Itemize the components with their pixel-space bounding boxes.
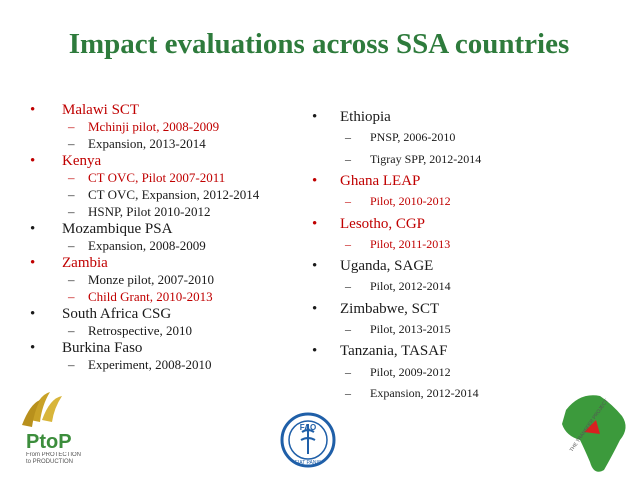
slide-title: Impact evaluations across SSA countries — [68, 28, 570, 60]
dash: – — [68, 357, 75, 372]
bullet: • — [312, 343, 318, 360]
ptop-tagline: From PROTECTION to PRODUCTION — [26, 452, 81, 466]
subitem: Retrospective, 2010 — [88, 323, 192, 338]
dash: – — [68, 323, 75, 338]
dash: – — [345, 130, 351, 145]
item: Ghana LEAP — [340, 172, 421, 189]
dash: – — [345, 364, 351, 379]
item: Uganda, SAGE — [340, 258, 434, 275]
dash: – — [345, 194, 351, 209]
item: Lesotho, CGP — [340, 215, 426, 232]
dash: – — [345, 279, 351, 294]
subitem: PNSP, 2006-2010 — [370, 130, 456, 145]
dash: – — [345, 236, 351, 251]
dash: – — [68, 170, 75, 185]
subitem: Pilot, 2010-2012 — [370, 194, 451, 209]
subitem: HSNP, Pilot 2010-2012 — [88, 204, 211, 219]
bullet: • — [30, 153, 36, 169]
subitem: Experiment, 2008-2010 — [88, 357, 212, 372]
subitem: Pilot, 2013-2015 — [370, 322, 451, 336]
subitem: CT OVC, Pilot 2007-2011 — [88, 170, 226, 185]
dash: – — [68, 187, 75, 202]
ptop-name: PtoP — [26, 431, 72, 453]
bullet: • — [30, 340, 36, 356]
fao-name: FAO — [300, 423, 316, 432]
bullet: • — [312, 109, 318, 125]
subitem: CT OVC, Expansion, 2012-2014 — [88, 187, 260, 202]
subitem: Mchinji pilot, 2008-2009 — [88, 119, 220, 134]
bullet: • — [30, 221, 36, 237]
dash: – — [345, 385, 351, 400]
dash: – — [68, 238, 75, 253]
bullet: • — [30, 255, 36, 271]
item: Ethiopia — [340, 109, 391, 125]
fao-motto: FIAT PANIS — [295, 460, 322, 466]
transfer-logo: THE TRANSFER PROJECT — [562, 395, 626, 472]
dash: – — [345, 322, 351, 336]
item: Mozambique PSA — [62, 221, 173, 237]
dash: – — [345, 151, 351, 166]
item: Zimbabwe, SCT — [340, 300, 440, 317]
fao-logo: FAO FIAT PANIS — [280, 412, 336, 468]
dash: – — [68, 119, 75, 134]
ptop-logo: PtoP From PROTECTION to PRODUCTION — [22, 392, 81, 466]
dash: – — [68, 204, 75, 219]
item: Burkina Faso — [62, 340, 143, 356]
subitem: Pilot, 2009-2012 — [370, 364, 451, 379]
bullet: • — [312, 258, 318, 275]
bullet: • — [30, 102, 36, 118]
dash: – — [68, 136, 75, 151]
bullet: • — [312, 215, 318, 232]
subitem: Child Grant, 2010-2013 — [88, 289, 213, 304]
item: South Africa CSG — [62, 306, 172, 322]
item: Zambia — [62, 255, 108, 271]
dash: – — [68, 272, 75, 287]
subitem: Monze pilot, 2007-2010 — [88, 272, 215, 287]
subitem: Expansion, 2012-2014 — [370, 385, 479, 400]
subitem: Expansion, 2013-2014 — [88, 136, 206, 151]
bullet: • — [312, 300, 318, 317]
dash: – — [68, 289, 75, 304]
subitem: Pilot, 2011-2013 — [370, 236, 451, 251]
bullet: • — [30, 306, 36, 322]
subitem: Tigray SPP, 2012-2014 — [370, 151, 482, 166]
bullet: • — [312, 172, 318, 189]
item: Tanzania, TASAF — [340, 343, 448, 360]
item: Malawi SCT — [62, 102, 140, 118]
subitem: Pilot, 2012-2014 — [370, 279, 451, 294]
item: Kenya — [62, 153, 102, 169]
subitem: Expansion, 2008-2009 — [88, 238, 206, 253]
